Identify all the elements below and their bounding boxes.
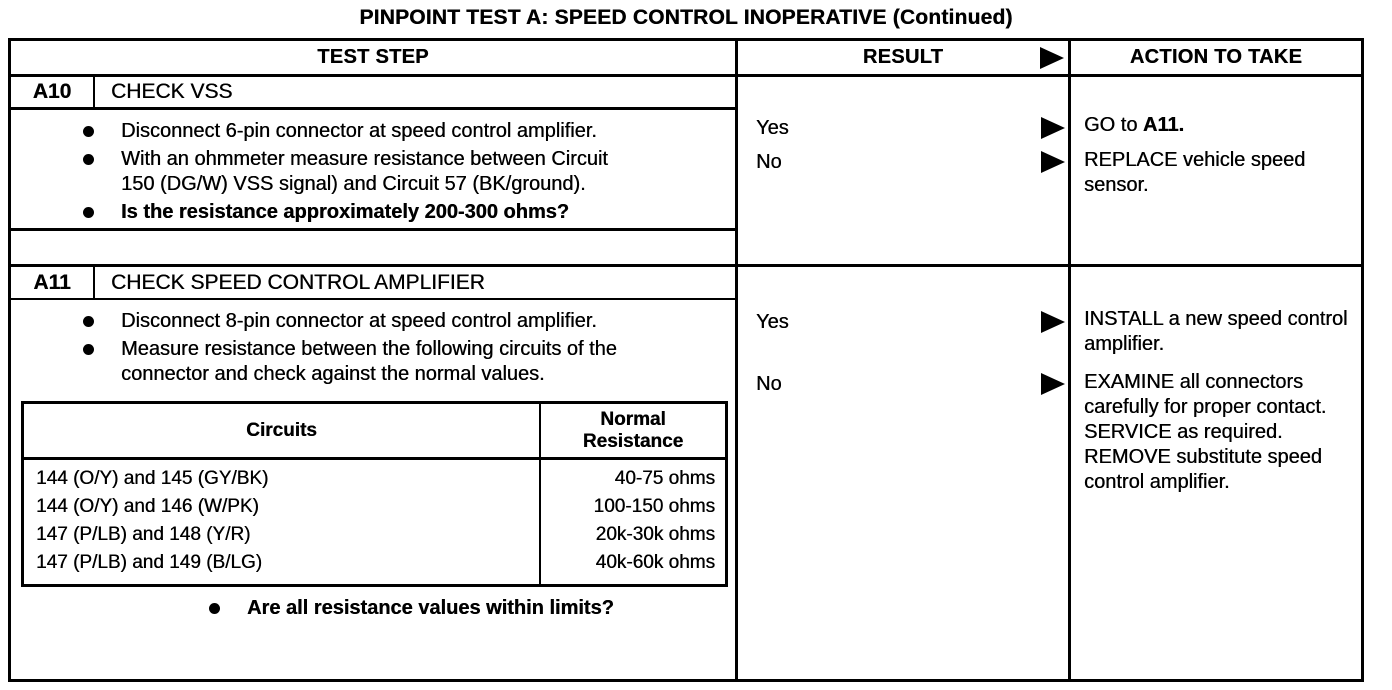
test-step-cell-a11: A11 CHECK SPEED CONTROL AMPLIFIER Discon… [11, 267, 738, 679]
action-cell-a10: GO to A11. REPLACE vehicle speed sensor. [1071, 77, 1361, 267]
table-row-circuits: 147 (P/LB) and 149 (B/LG) [36, 552, 263, 573]
step-id-a11: A11 [11, 267, 95, 298]
action-text: EXAMINE all connectors carefully for pro… [1084, 370, 1351, 495]
column-header-test-step: TEST STEP [11, 41, 738, 77]
action-text-part: EXAMINE all connectors carefully for pro… [1084, 371, 1327, 493]
test-step-cell-a10: A10 CHECK VSS Disconnect 6-pin connector… [11, 77, 738, 267]
bullet-icon [83, 119, 121, 144]
result-label: No [756, 372, 782, 395]
action-text-part: INSTALL a new speed control amplifier. [1084, 308, 1348, 355]
action-text: REPLACE vehicle speed sensor. [1084, 148, 1347, 198]
bullet-text: With an ohmmeter measure resistance betw… [121, 148, 608, 195]
bullet-icon [83, 309, 121, 334]
action-cell-a11: INSTALL a new speed control amplifier. E… [1071, 267, 1361, 679]
result-row-no: No [738, 371, 1068, 397]
list-item: Are all resistance values within limits? [209, 596, 735, 621]
result-row-yes: Yes [738, 309, 1068, 335]
resistance-table-header: Circuits Normal Resistance [24, 404, 725, 460]
result-label: Yes [756, 310, 789, 333]
arrow-right-icon [1041, 311, 1065, 333]
column-header-action-label: ACTION TO TAKE [1129, 46, 1303, 68]
resistance-table: Circuits Normal Resistance 144 (O/Y) and… [21, 401, 728, 587]
step-header-a10: A10 CHECK VSS [11, 77, 735, 110]
result-cell-a10: Yes No [738, 77, 1071, 267]
circuits-column: 144 (O/Y) and 145 (GY/BK) 144 (O/Y) and … [24, 460, 541, 584]
arrow-right-icon [1040, 46, 1064, 69]
action-text-bold-part: A11. [1142, 114, 1185, 136]
action-text: GO to A11. [1084, 113, 1347, 138]
pinpoint-test-table: TEST STEP RESULT ACTION TO TAKE A10 CHEC… [8, 38, 1364, 682]
bullet-text: Measure resistance between the following… [121, 338, 617, 385]
column-header-result: RESULT [738, 41, 1071, 77]
arrow-right-icon [1041, 151, 1065, 173]
table-row-resistance: 40-75 ohms [614, 468, 715, 489]
bullet-text: Disconnect 6-pin connector at speed cont… [121, 120, 597, 142]
list-item: With an ohmmeter measure resistance betw… [83, 147, 735, 197]
step-name-a11: CHECK SPEED CONTROL AMPLIFIER [111, 270, 485, 294]
action-text-part: REPLACE vehicle speed sensor. [1084, 149, 1306, 196]
table-row-circuits: 144 (O/Y) and 146 (W/PK) [36, 496, 259, 517]
arrow-right-icon [1041, 373, 1065, 395]
circuits-column-header: Circuits [24, 404, 541, 457]
result-row-yes: Yes [738, 115, 1068, 141]
bullet-icon [83, 147, 121, 197]
bullet-question-text: Is the resistance approximately 200-300 … [121, 201, 569, 223]
table-row-circuits: 144 (O/Y) and 145 (GY/BK) [36, 468, 269, 489]
resistance-table-body: 144 (O/Y) and 145 (GY/BK) 144 (O/Y) and … [24, 460, 725, 584]
result-cell-a11: Yes No [738, 267, 1071, 679]
action-text: INSTALL a new speed control amplifier. [1084, 307, 1351, 357]
step-name-a10: CHECK VSS [111, 80, 233, 103]
column-header-test-step-label: TEST STEP [317, 46, 429, 68]
step-header-a11: A11 CHECK SPEED CONTROL AMPLIFIER [11, 267, 735, 300]
step-id-a10: A10 [11, 77, 95, 107]
bullet-question-text: Are all resistance values within limits? [247, 597, 614, 619]
bullet-text: Disconnect 8-pin connector at speed cont… [121, 310, 597, 332]
result-row-no: No [738, 149, 1068, 175]
step-body-a10: Disconnect 6-pin connector at speed cont… [11, 110, 735, 231]
result-label: Yes [756, 116, 789, 139]
table-row-resistance: 20k-30k ohms [595, 524, 715, 545]
bullet-icon [83, 337, 121, 387]
result-label: No [756, 150, 782, 173]
table-row-circuits: 147 (P/LB) and 148 (Y/R) [36, 524, 251, 545]
action-text-part: GO to [1084, 114, 1143, 136]
table-row-resistance: 40k-60k ohms [595, 552, 715, 573]
column-header-action: ACTION TO TAKE [1071, 41, 1361, 77]
page-title: PINPOINT TEST A: SPEED CONTROL INOPERATI… [359, 6, 1013, 29]
resistance-column: 40-75 ohms 100-150 ohms 20k-30k ohms 40k… [541, 460, 725, 584]
bullet-icon [83, 200, 121, 225]
list-item: Disconnect 8-pin connector at speed cont… [83, 309, 735, 334]
list-item: Disconnect 6-pin connector at speed cont… [83, 119, 735, 144]
step-body-a11: Disconnect 8-pin connector at speed cont… [11, 300, 735, 387]
normal-resistance-column-header: Normal Resistance [582, 408, 684, 452]
table-row-resistance: 100-150 ohms [593, 496, 715, 517]
list-item: Measure resistance between the following… [83, 337, 735, 387]
arrow-right-icon [1041, 117, 1065, 139]
list-item: Is the resistance approximately 200-300 … [83, 200, 735, 225]
bullet-icon [209, 596, 247, 621]
column-header-result-label: RESULT [862, 46, 944, 68]
